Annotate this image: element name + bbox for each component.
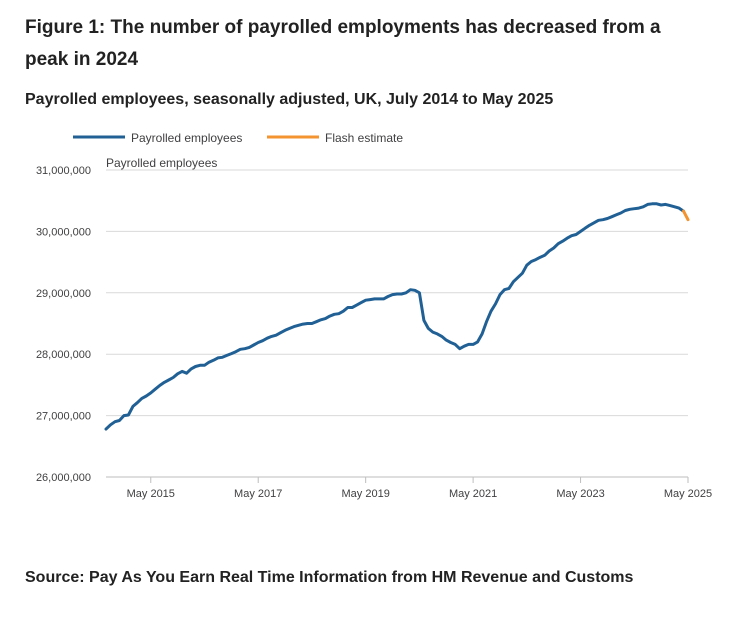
legend-label-flash: Flash estimate bbox=[325, 131, 403, 145]
x-tick-label: May 2023 bbox=[556, 488, 604, 500]
x-tick-label: May 2015 bbox=[127, 488, 175, 500]
line-chart: Payrolled employees Flash estimate Payro… bbox=[36, 131, 712, 500]
y-tick-label: 26,000,000 bbox=[36, 472, 91, 484]
chart-source: Source: Pay As You Earn Real Time Inform… bbox=[25, 569, 634, 586]
series-line-payrolled bbox=[104, 202, 685, 431]
x-tick-label: May 2017 bbox=[234, 488, 282, 500]
y-tick-label: 27,000,000 bbox=[36, 411, 91, 423]
x-tick-label: May 2019 bbox=[342, 488, 390, 500]
gridlines bbox=[106, 169, 688, 478]
y-tick-label: 28,000,000 bbox=[36, 349, 91, 361]
y-axis-title: Payrolled employees bbox=[106, 156, 217, 170]
chart-title: Figure 1: The number of payrolled employ… bbox=[25, 17, 661, 70]
x-axis-ticks: May 2015 May 2017 May 2019 May 2021 May 2023… bbox=[127, 477, 712, 500]
y-tick-label: 30,000,000 bbox=[36, 226, 91, 238]
x-tick-label: May 2025 bbox=[664, 488, 712, 500]
y-tick-label: 29,000,000 bbox=[36, 288, 91, 300]
y-axis-ticks: 26,000,000 27,000,000 28,000,000 29,000,000… bbox=[36, 165, 91, 484]
legend-label-payrolled: Payrolled employees bbox=[131, 131, 242, 145]
series-lines bbox=[104, 202, 690, 431]
series-line-flash bbox=[682, 209, 690, 222]
y-tick-label: 31,000,000 bbox=[36, 165, 91, 177]
x-tick-label: May 2021 bbox=[449, 488, 497, 500]
legend: Payrolled employees Flash estimate bbox=[73, 131, 403, 145]
chart-subtitle: Payrolled employees, seasonally adjusted… bbox=[25, 91, 554, 108]
